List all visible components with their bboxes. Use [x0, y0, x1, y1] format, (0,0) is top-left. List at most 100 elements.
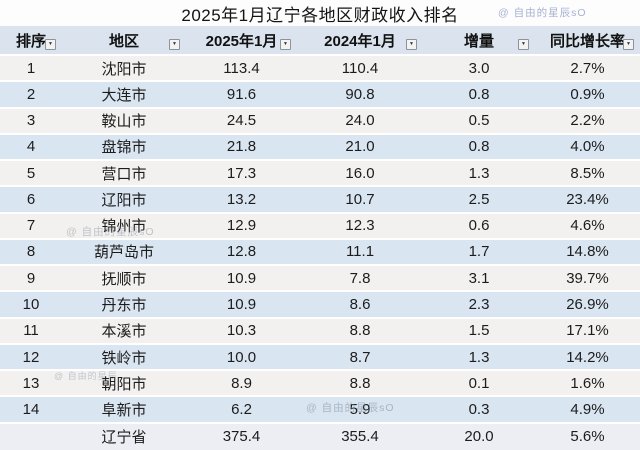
rank-cell: 4 — [26, 138, 36, 156]
growth-cell: 8.5% — [570, 164, 605, 182]
value-2024-cell: 7.8 — [349, 269, 371, 287]
filter-dropdown-icon[interactable]: ▼ — [518, 39, 529, 50]
header-cell-growth: 同比增长率 ▼ — [535, 26, 640, 54]
rank-cell: 13 — [22, 374, 40, 392]
value-2025-cell: 10.9 — [226, 269, 257, 287]
region-cell: 丹东市 — [101, 297, 147, 315]
value-2024-cell: 8.8 — [349, 374, 371, 392]
region-cell: 营口市 — [101, 165, 147, 183]
value-2025-cell: 12.9 — [226, 217, 257, 235]
growth-cell: 39.7% — [566, 269, 609, 287]
region-cell: 本溪市 — [101, 323, 147, 341]
filter-dropdown-icon[interactable]: ▼ — [45, 39, 56, 50]
region-cell: 铁岭市 — [101, 349, 147, 367]
value-2025-cell: 375.4 — [222, 428, 261, 446]
value-2025-cell: 91.6 — [226, 85, 257, 103]
rank-cell: 7 — [26, 217, 36, 235]
delta-cell: 20.0 — [464, 428, 494, 446]
region-cell: 鞍山市 — [101, 113, 147, 131]
value-2025-cell: 10.0 — [226, 348, 257, 366]
delta-cell: 3.0 — [468, 59, 490, 77]
delta-cell: 0.5 — [468, 112, 490, 130]
rank-cell: 11 — [23, 322, 39, 340]
delta-cell: 0.3 — [468, 401, 490, 419]
header-label: 增量 — [463, 32, 494, 50]
rank-cell: 5 — [26, 164, 36, 182]
value-2024-cell: 24.0 — [345, 112, 375, 130]
rank-cell: 9 — [26, 269, 36, 287]
header-cell-2025: 2025年1月 ▼ — [186, 26, 297, 54]
value-2025-cell: 12.8 — [226, 243, 257, 261]
value-2024-cell: 5.9 — [349, 401, 371, 419]
value-2024-cell: 90.8 — [345, 85, 375, 103]
table-row: 13 朝阳市 8.9 8.8 0.1 1.6% — [0, 371, 640, 398]
value-2025-cell: 21.8 — [226, 138, 257, 156]
delta-cell: 3.1 — [468, 269, 490, 287]
table-total-row: 辽宁省 375.4 355.4 20.0 5.6% — [0, 423, 640, 450]
value-2024-cell: 11.1 — [345, 243, 375, 261]
value-2024-cell: 355.4 — [341, 428, 379, 446]
title-bar: 2025年1月辽宁各地区财政收入排名 — [0, 0, 640, 26]
filter-dropdown-icon[interactable]: ▼ — [623, 39, 634, 50]
value-2024-cell: 10.7 — [345, 190, 375, 208]
growth-cell: 4.0% — [570, 138, 605, 156]
delta-cell: 0.6 — [468, 217, 490, 235]
filter-dropdown-icon[interactable]: ▼ — [280, 39, 291, 50]
delta-cell: 0.8 — [468, 138, 490, 156]
header-label: 地区 — [108, 32, 139, 50]
table-row: 12 铁岭市 10.0 8.7 1.3 14.2% — [0, 344, 640, 372]
growth-cell: 2.2% — [570, 112, 605, 130]
value-2025-cell: 10.3 — [226, 322, 257, 340]
delta-cell: 1.5 — [468, 322, 490, 340]
table-header: 排序 ▼ 地区 ▼ 2025年1月 ▼ 2024年1月 ▼ 增量 ▼ 同比增长率… — [0, 26, 640, 56]
growth-cell: 4.6% — [570, 217, 605, 235]
value-2024-cell: 8.8 — [349, 322, 371, 340]
table-row: 4 盘锦市 21.8 21.0 0.8 4.0% — [0, 134, 640, 162]
region-cell: 阜新市 — [101, 402, 147, 420]
growth-cell: 1.6% — [570, 374, 605, 392]
value-2025-cell: 113.4 — [223, 59, 260, 77]
growth-cell: 2.7% — [570, 59, 605, 77]
value-2024-cell: 8.7 — [349, 348, 371, 366]
region-cell: 辽阳市 — [101, 191, 147, 209]
filter-dropdown-icon[interactable]: ▼ — [406, 39, 417, 50]
value-2024-cell: 21.0 — [345, 138, 375, 156]
table-row: 3 鞍山市 24.5 24.0 0.5 2.2% — [0, 108, 640, 135]
rank-cell: 8 — [26, 243, 36, 261]
delta-cell: 0.1 — [468, 374, 490, 392]
table-row: 2 大连市 91.6 90.8 0.8 0.9% — [0, 82, 640, 109]
header-cell-2024: 2024年1月 ▼ — [297, 26, 423, 54]
region-cell: 大连市 — [101, 86, 147, 104]
growth-cell: 14.8% — [566, 243, 609, 261]
value-2025-cell: 8.9 — [231, 374, 252, 392]
growth-cell: 17.1% — [566, 322, 609, 340]
value-2024-cell: 8.6 — [349, 296, 371, 314]
growth-cell: 26.9% — [566, 296, 609, 314]
value-2025-cell: 6.2 — [231, 401, 252, 419]
header-label: 同比增长率 — [549, 32, 625, 50]
region-cell: 锦州市 — [101, 218, 147, 236]
value-2025-cell: 17.3 — [226, 164, 257, 182]
header-cell-rank: 排序 ▼ — [0, 26, 62, 54]
rank-cell: 6 — [26, 190, 36, 208]
region-cell: 朝阳市 — [101, 375, 147, 393]
region-cell: 沈阳市 — [101, 60, 147, 78]
growth-cell: 23.4% — [566, 190, 609, 208]
growth-cell: 0.9% — [570, 85, 605, 103]
table-row: 9 抚顺市 10.9 7.8 3.1 39.7% — [0, 266, 640, 293]
value-2024-cell: 16.0 — [345, 164, 375, 182]
table-row: 7 锦州市 12.9 12.3 0.6 4.6% — [0, 213, 640, 240]
filter-dropdown-icon[interactable]: ▼ — [169, 39, 180, 50]
table-row: 8 葫芦岛市 12.8 11.1 1.7 14.8% — [0, 239, 640, 267]
region-cell: 抚顺市 — [101, 270, 147, 288]
table-row: 11 本溪市 10.3 8.8 1.5 17.1% — [0, 318, 640, 345]
page-title: 2025年1月辽宁各地区财政收入排名 — [181, 5, 459, 25]
value-2024-cell: 12.3 — [345, 217, 375, 235]
growth-cell: 4.9% — [570, 401, 605, 419]
table-row: 6 辽阳市 13.2 10.7 2.5 23.4% — [0, 187, 640, 214]
header-cell-region: 地区 ▼ — [62, 26, 186, 54]
table-row: 5 营口市 17.3 16.0 1.3 8.5% — [0, 161, 640, 188]
delta-cell: 2.5 — [468, 190, 490, 208]
header-label: 2024年1月 — [324, 32, 396, 50]
